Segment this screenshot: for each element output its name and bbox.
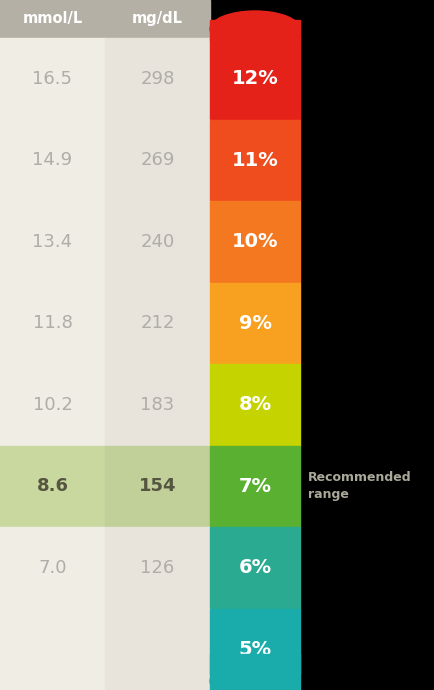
Bar bbox=[105, 0, 210, 38]
Text: 13.4: 13.4 bbox=[33, 233, 72, 250]
Bar bbox=[210, 527, 300, 609]
Bar bbox=[210, 446, 300, 527]
Text: 14.9: 14.9 bbox=[33, 151, 72, 169]
Bar bbox=[105, 527, 210, 609]
Bar bbox=[210, 654, 300, 674]
Text: 298: 298 bbox=[140, 70, 175, 88]
Text: 6%: 6% bbox=[238, 558, 272, 578]
Text: 10%: 10% bbox=[232, 233, 278, 251]
Text: 11.8: 11.8 bbox=[33, 314, 72, 333]
Bar bbox=[105, 364, 210, 446]
Text: 269: 269 bbox=[140, 151, 175, 169]
Bar bbox=[210, 282, 300, 364]
Text: 10.2: 10.2 bbox=[33, 396, 72, 414]
Bar bbox=[105, 282, 210, 364]
Text: 7.0: 7.0 bbox=[38, 559, 67, 577]
Text: 183: 183 bbox=[140, 396, 174, 414]
Text: 9%: 9% bbox=[239, 314, 272, 333]
Bar bbox=[210, 119, 300, 201]
Bar bbox=[0, 609, 105, 690]
Bar bbox=[0, 446, 105, 527]
Bar bbox=[0, 119, 105, 201]
Bar bbox=[210, 201, 300, 282]
Text: Recommended
range: Recommended range bbox=[308, 471, 411, 501]
Bar bbox=[0, 282, 105, 364]
Bar bbox=[210, 38, 300, 119]
Text: 126: 126 bbox=[140, 559, 174, 577]
Text: 240: 240 bbox=[140, 233, 174, 250]
Text: 8.6: 8.6 bbox=[36, 477, 69, 495]
Bar bbox=[210, 364, 300, 446]
Text: mmol/L: mmol/L bbox=[23, 12, 82, 26]
Bar bbox=[105, 38, 210, 119]
Text: 11%: 11% bbox=[232, 150, 278, 170]
Text: 212: 212 bbox=[140, 314, 175, 333]
Text: 12%: 12% bbox=[232, 69, 278, 88]
Text: mg/dL: mg/dL bbox=[132, 12, 183, 26]
Bar bbox=[0, 0, 105, 38]
Bar bbox=[105, 446, 210, 527]
Text: 7%: 7% bbox=[239, 477, 272, 495]
Bar bbox=[105, 609, 210, 690]
Bar bbox=[210, 20, 300, 40]
Bar bbox=[0, 527, 105, 609]
Text: 154: 154 bbox=[139, 477, 176, 495]
Text: 8%: 8% bbox=[238, 395, 272, 414]
Bar bbox=[210, 609, 300, 690]
Text: 16.5: 16.5 bbox=[33, 70, 72, 88]
Bar bbox=[0, 38, 105, 119]
Bar bbox=[0, 364, 105, 446]
Ellipse shape bbox=[210, 11, 300, 47]
Bar bbox=[105, 201, 210, 282]
Text: 5%: 5% bbox=[238, 640, 272, 659]
Ellipse shape bbox=[210, 663, 300, 690]
Bar bbox=[0, 201, 105, 282]
Bar bbox=[105, 119, 210, 201]
